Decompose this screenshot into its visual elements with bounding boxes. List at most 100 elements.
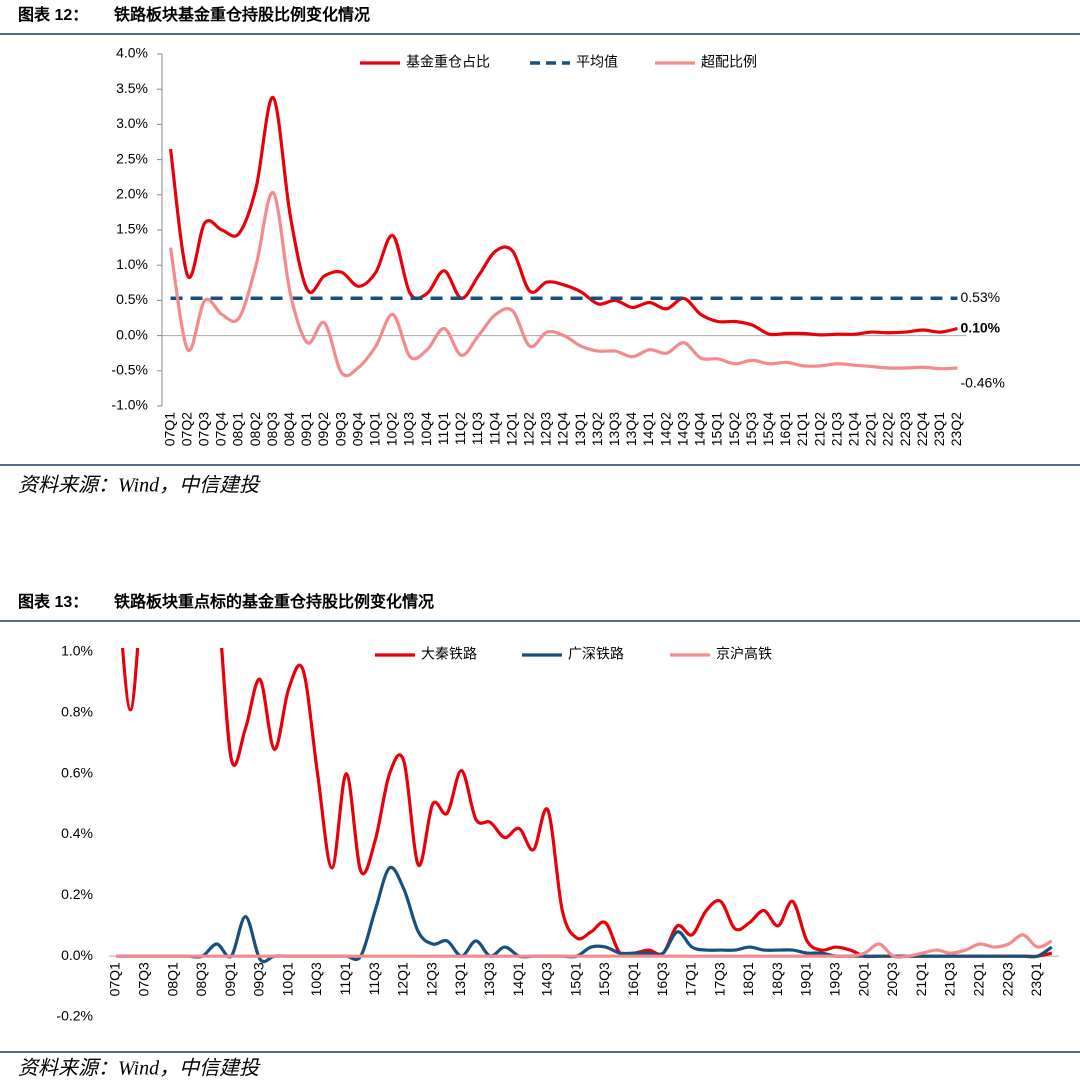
x-tick-label: 14Q3 [674,412,690,446]
x-tick-label: 09Q1 [298,412,314,446]
figure-label: 图表 12： [18,5,88,24]
x-tick-label: 17Q3 [711,962,727,996]
y-tick-label: 0.0% [116,326,148,342]
x-tick-label: 07Q3 [195,412,211,446]
x-tick-label: 20Q3 [884,962,900,996]
legend-label: 超配比例 [701,54,757,70]
y-tick-label: 1.0% [116,256,148,272]
value-label: -0.46% [960,375,1004,391]
x-tick-label: 19Q1 [798,962,814,996]
x-tick-label: 10Q1 [367,412,383,446]
x-tick-label: 16Q1 [777,412,793,446]
x-tick-label: 10Q1 [279,962,295,996]
figure-title: 铁路板块重点标的基金重仓持股比例变化情况 [114,592,434,611]
x-tick-label: 22Q3 [897,412,913,446]
y-tick-label: -0.5% [111,362,148,378]
x-tick-label: 10Q3 [401,412,417,446]
y-tick-label: 0.4% [61,825,93,841]
x-tick-label: 23Q1 [1028,962,1044,996]
plot [168,96,958,378]
x-tick-label: 11Q4 [486,412,502,445]
x-tick-label: 09Q3 [332,412,348,446]
legend-label: 广深铁路 [568,646,624,662]
x-tick-label: 10Q3 [308,962,324,996]
y-tick-label: 0.8% [61,704,93,720]
y-tick-label: -1.0% [111,397,148,413]
x-tick-label: 19Q3 [827,962,843,996]
x-tick-label: 22Q1 [863,412,879,446]
x-tick-label: 08Q2 [247,412,263,446]
legend-label: 平均值 [576,54,618,70]
x-tick-label: 11Q3 [366,962,382,995]
x-tick-label: 13Q2 [589,412,605,446]
x-tick-label: 08Q3 [264,412,280,446]
x-tick-label: 15Q2 [726,412,742,446]
x-tick-label: 09Q4 [349,412,365,446]
x-tick-label: 12Q3 [423,962,439,996]
x-tick-label: 07Q2 [178,412,194,446]
y-tick-label: 3.0% [116,115,148,131]
x-tick-label: 14Q4 [692,412,708,446]
series-line [168,96,958,337]
source: 资料来源：Wind，中信建投 [18,1058,261,1080]
x-tick-label: 21Q3 [828,412,844,446]
y-tick-label: 0.6% [61,764,93,780]
x-tick-label: 18Q3 [769,962,785,996]
x-tick-label: 15Q1 [567,962,583,996]
x-tick-label: 12Q3 [538,412,554,446]
x-tick-label: 20Q1 [855,962,871,996]
series-line [168,191,958,378]
x-tick-label: 16Q3 [654,962,670,996]
x-tick-label: 22Q1 [971,962,987,996]
x-tick-label: 21Q1 [794,412,810,446]
x-tick-label: 21Q4 [846,412,862,446]
x-tick-label: 13Q3 [481,962,497,996]
x-tick-label: 17Q1 [683,962,699,996]
x-tick-label: 21Q2 [811,412,827,446]
figure-title: 铁路板块基金重仓持股比例变化情况 [114,5,370,24]
x-tick-label: 14Q1 [510,962,526,996]
x-tick-label: 21Q1 [913,962,929,996]
x-tick-label: 07Q3 [135,962,151,996]
x-tick-label: 08Q1 [230,412,246,446]
x-tick-label: 12Q2 [520,412,536,446]
x-tick-label: 08Q4 [281,412,297,446]
x-tick-label: 22Q3 [999,962,1015,996]
x-tick-label: 12Q4 [555,412,571,446]
x-tick-label: 15Q3 [743,412,759,446]
x-tick-label: 22Q4 [914,412,930,446]
x-tick-label: 12Q1 [503,412,519,446]
series-line [115,933,1053,959]
x-tick-label: 10Q4 [418,412,434,446]
x-tick-label: 23Q2 [948,412,964,446]
x-tick-label: 16Q1 [625,962,641,996]
legend-label: 京沪高铁 [716,646,772,662]
x-tick-label: 09Q1 [222,962,238,996]
x-tick-label: 21Q3 [942,962,958,996]
y-tick-label: 1.5% [116,221,148,237]
y-tick-label: 1.0% [61,643,93,659]
x-tick-label: 13Q1 [572,412,588,446]
x-tick-label: 11Q3 [469,412,485,445]
x-tick-label: 14Q3 [539,962,555,996]
x-tick-label: 18Q1 [740,962,756,996]
x-tick-label: 13Q3 [606,412,622,446]
x-tick-label: 12Q1 [395,962,411,996]
y-tick-label: 0.5% [116,291,148,307]
x-tick-label: 14Q1 [640,412,656,446]
x-tick-label: 11Q2 [452,412,468,445]
series-line [120,648,1053,959]
x-tick-label: 13Q1 [452,962,468,996]
x-tick-label: 22Q2 [880,412,896,446]
x-tick-label: 11Q1 [337,962,353,995]
x-tick-label: 14Q2 [657,412,673,446]
x-tick-label: 08Q1 [164,962,180,996]
x-tick-label: 09Q3 [251,962,267,996]
x-tick-label: 11Q1 [435,412,451,445]
x-tick-label: 15Q4 [760,412,776,446]
y-tick-label: 2.0% [116,186,148,202]
value-label: 0.10% [960,319,1000,335]
y-tick-label: -0.2% [56,1008,93,1024]
x-tick-label: 07Q1 [161,412,177,446]
